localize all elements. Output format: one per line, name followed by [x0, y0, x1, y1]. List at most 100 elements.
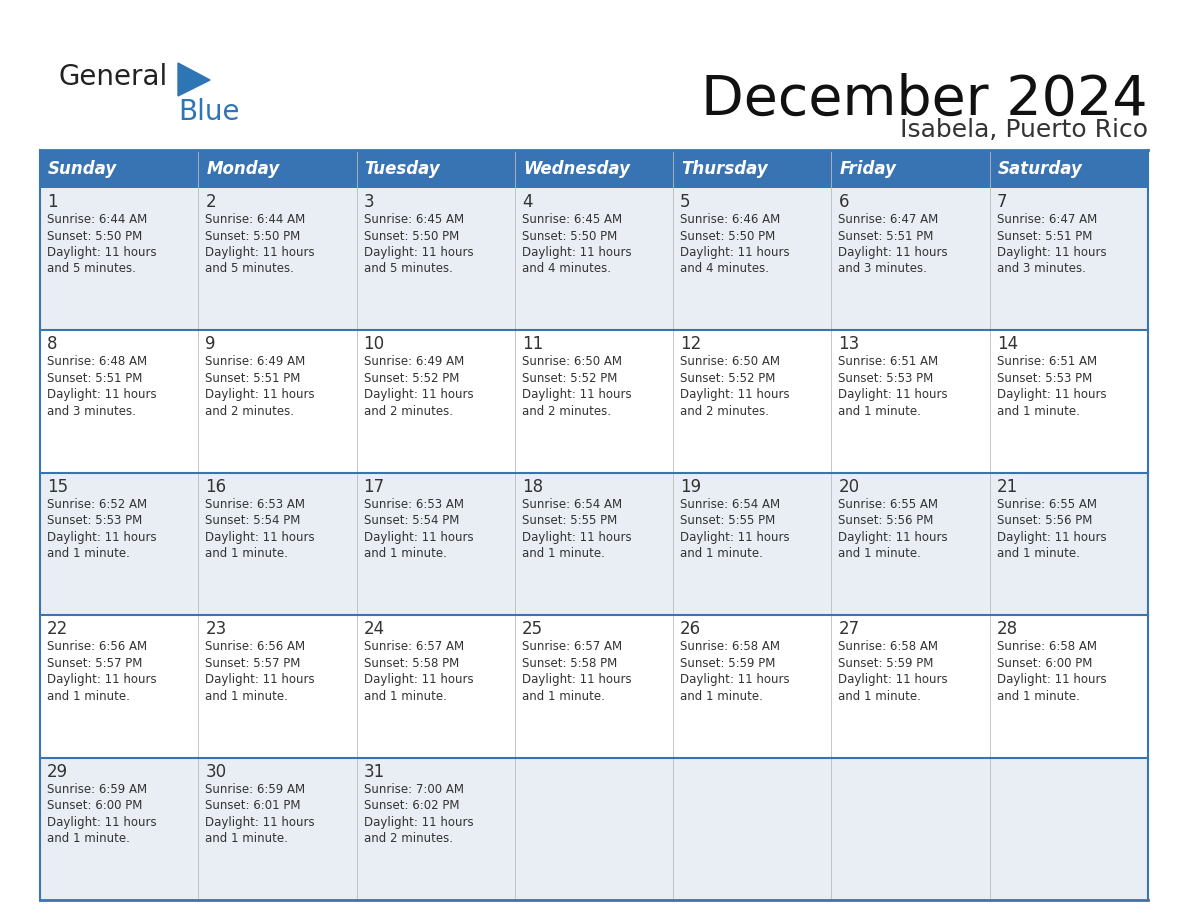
Bar: [198, 473, 356, 615]
Text: and 3 minutes.: and 3 minutes.: [839, 263, 928, 275]
Text: Daylight: 11 hours: Daylight: 11 hours: [364, 673, 473, 686]
Bar: [40, 473, 198, 615]
Text: 27: 27: [839, 621, 860, 638]
Text: Sunset: 6:01 PM: Sunset: 6:01 PM: [206, 799, 301, 812]
Text: Sunset: 5:56 PM: Sunset: 5:56 PM: [997, 514, 1092, 527]
Text: December 2024: December 2024: [701, 73, 1148, 127]
Text: General: General: [58, 63, 168, 91]
Text: 12: 12: [681, 335, 701, 353]
Bar: [40, 615, 198, 757]
Bar: [674, 615, 832, 757]
Text: and 5 minutes.: and 5 minutes.: [364, 263, 453, 275]
Text: 17: 17: [364, 477, 385, 496]
Text: Daylight: 11 hours: Daylight: 11 hours: [522, 673, 632, 686]
Text: Isabela, Puerto Rico: Isabela, Puerto Rico: [901, 118, 1148, 142]
Bar: [514, 757, 674, 900]
Text: and 1 minute.: and 1 minute.: [997, 405, 1080, 418]
Text: Daylight: 11 hours: Daylight: 11 hours: [48, 388, 157, 401]
Text: 9: 9: [206, 335, 216, 353]
Text: Sunset: 6:00 PM: Sunset: 6:00 PM: [48, 799, 143, 812]
Bar: [674, 330, 832, 473]
Text: Sunrise: 6:50 AM: Sunrise: 6:50 AM: [681, 355, 781, 368]
Text: Sunset: 5:58 PM: Sunset: 5:58 PM: [364, 656, 459, 670]
Text: Sunset: 6:02 PM: Sunset: 6:02 PM: [364, 799, 459, 812]
Text: Daylight: 11 hours: Daylight: 11 hours: [206, 673, 315, 686]
Bar: [990, 757, 1148, 900]
Text: and 2 minutes.: and 2 minutes.: [522, 405, 611, 418]
Text: Daylight: 11 hours: Daylight: 11 hours: [522, 246, 632, 259]
Text: Sunrise: 6:45 AM: Sunrise: 6:45 AM: [522, 213, 623, 226]
Bar: [356, 188, 514, 330]
Text: Sunrise: 6:50 AM: Sunrise: 6:50 AM: [522, 355, 621, 368]
Text: Sunset: 5:53 PM: Sunset: 5:53 PM: [997, 372, 1092, 385]
Text: Tuesday: Tuesday: [365, 160, 441, 178]
Bar: [832, 150, 990, 188]
Text: Daylight: 11 hours: Daylight: 11 hours: [839, 388, 948, 401]
Text: 3: 3: [364, 193, 374, 211]
Text: Sunrise: 6:45 AM: Sunrise: 6:45 AM: [364, 213, 463, 226]
Text: Daylight: 11 hours: Daylight: 11 hours: [206, 246, 315, 259]
Text: Daylight: 11 hours: Daylight: 11 hours: [681, 246, 790, 259]
Text: Sunrise: 6:54 AM: Sunrise: 6:54 AM: [522, 498, 623, 510]
Text: Sunset: 5:53 PM: Sunset: 5:53 PM: [48, 514, 143, 527]
Text: Sunset: 5:50 PM: Sunset: 5:50 PM: [364, 230, 459, 242]
Text: Sunrise: 6:52 AM: Sunrise: 6:52 AM: [48, 498, 147, 510]
Text: and 1 minute.: and 1 minute.: [206, 689, 289, 702]
Text: and 2 minutes.: and 2 minutes.: [206, 405, 295, 418]
Text: and 1 minute.: and 1 minute.: [364, 689, 447, 702]
Text: Sunset: 5:52 PM: Sunset: 5:52 PM: [522, 372, 618, 385]
Text: Sunrise: 6:51 AM: Sunrise: 6:51 AM: [839, 355, 939, 368]
Text: Sunset: 5:50 PM: Sunset: 5:50 PM: [48, 230, 143, 242]
Text: Daylight: 11 hours: Daylight: 11 hours: [839, 673, 948, 686]
Text: Sunset: 5:50 PM: Sunset: 5:50 PM: [681, 230, 776, 242]
Text: Monday: Monday: [207, 160, 279, 178]
Text: and 3 minutes.: and 3 minutes.: [48, 405, 135, 418]
Text: Daylight: 11 hours: Daylight: 11 hours: [48, 246, 157, 259]
Text: 28: 28: [997, 621, 1018, 638]
Text: Sunrise: 6:44 AM: Sunrise: 6:44 AM: [206, 213, 305, 226]
Bar: [198, 330, 356, 473]
Text: 11: 11: [522, 335, 543, 353]
Text: Sunrise: 6:44 AM: Sunrise: 6:44 AM: [48, 213, 147, 226]
Text: Sunset: 5:56 PM: Sunset: 5:56 PM: [839, 514, 934, 527]
Text: 21: 21: [997, 477, 1018, 496]
Text: Sunrise: 6:53 AM: Sunrise: 6:53 AM: [206, 498, 305, 510]
Text: 13: 13: [839, 335, 860, 353]
Text: 4: 4: [522, 193, 532, 211]
Bar: [40, 330, 198, 473]
Text: 19: 19: [681, 477, 701, 496]
Text: Sunrise: 6:57 AM: Sunrise: 6:57 AM: [364, 640, 463, 654]
Text: Sunrise: 6:47 AM: Sunrise: 6:47 AM: [997, 213, 1097, 226]
Text: Daylight: 11 hours: Daylight: 11 hours: [997, 388, 1106, 401]
Text: Sunset: 5:58 PM: Sunset: 5:58 PM: [522, 656, 617, 670]
Text: and 1 minute.: and 1 minute.: [681, 689, 763, 702]
Text: 5: 5: [681, 193, 690, 211]
Text: Daylight: 11 hours: Daylight: 11 hours: [839, 531, 948, 543]
Bar: [832, 330, 990, 473]
Text: and 1 minute.: and 1 minute.: [364, 547, 447, 560]
Text: and 3 minutes.: and 3 minutes.: [997, 263, 1086, 275]
Bar: [40, 150, 198, 188]
Text: Sunset: 5:51 PM: Sunset: 5:51 PM: [839, 230, 934, 242]
Text: 15: 15: [48, 477, 68, 496]
Text: Daylight: 11 hours: Daylight: 11 hours: [206, 388, 315, 401]
Text: 29: 29: [48, 763, 68, 780]
Bar: [674, 473, 832, 615]
Text: and 4 minutes.: and 4 minutes.: [522, 263, 611, 275]
Text: Daylight: 11 hours: Daylight: 11 hours: [364, 388, 473, 401]
Text: Daylight: 11 hours: Daylight: 11 hours: [48, 815, 157, 829]
Text: Sunset: 5:52 PM: Sunset: 5:52 PM: [681, 372, 776, 385]
Text: and 1 minute.: and 1 minute.: [839, 547, 922, 560]
Text: 14: 14: [997, 335, 1018, 353]
Text: Sunrise: 6:59 AM: Sunrise: 6:59 AM: [48, 783, 147, 796]
Bar: [674, 150, 832, 188]
Text: Sunset: 5:51 PM: Sunset: 5:51 PM: [997, 230, 1092, 242]
Text: Sunrise: 6:58 AM: Sunrise: 6:58 AM: [839, 640, 939, 654]
Text: Daylight: 11 hours: Daylight: 11 hours: [522, 388, 632, 401]
Text: Sunrise: 7:00 AM: Sunrise: 7:00 AM: [364, 783, 463, 796]
Text: 18: 18: [522, 477, 543, 496]
Text: Sunrise: 6:47 AM: Sunrise: 6:47 AM: [839, 213, 939, 226]
Text: 7: 7: [997, 193, 1007, 211]
Text: 8: 8: [48, 335, 57, 353]
Text: Daylight: 11 hours: Daylight: 11 hours: [997, 246, 1106, 259]
